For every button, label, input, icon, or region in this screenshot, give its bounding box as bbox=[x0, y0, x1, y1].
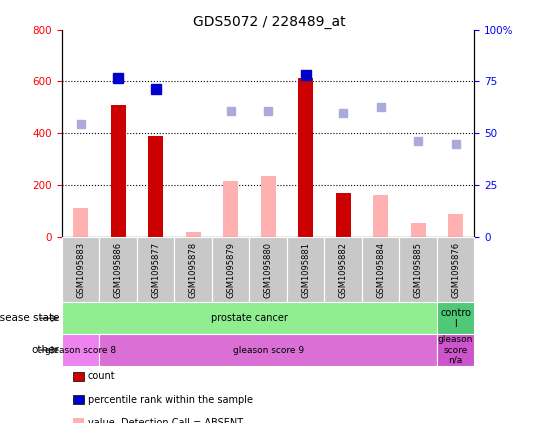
Bar bbox=[62, 334, 100, 366]
Bar bbox=[336, 193, 351, 237]
Text: GSM1095880: GSM1095880 bbox=[264, 242, 273, 298]
Text: percentile rank within the sample: percentile rank within the sample bbox=[88, 395, 253, 405]
Text: other: other bbox=[31, 345, 59, 355]
Bar bbox=[362, 237, 399, 302]
Bar bbox=[261, 176, 275, 237]
Bar bbox=[437, 334, 474, 366]
Text: GSM1095877: GSM1095877 bbox=[151, 242, 160, 298]
Text: gleason score 8: gleason score 8 bbox=[45, 346, 116, 354]
Bar bbox=[100, 237, 137, 302]
Text: GSM1095878: GSM1095878 bbox=[189, 242, 198, 298]
Text: GSM1095882: GSM1095882 bbox=[338, 242, 348, 298]
Text: count: count bbox=[88, 371, 115, 382]
Bar bbox=[448, 214, 463, 237]
Bar bbox=[399, 237, 437, 302]
Bar bbox=[287, 237, 324, 302]
Text: GSM1095879: GSM1095879 bbox=[226, 242, 235, 298]
Text: gleason
score
n/a: gleason score n/a bbox=[438, 335, 473, 365]
Text: GSM1095886: GSM1095886 bbox=[114, 242, 123, 298]
Bar bbox=[324, 237, 362, 302]
Text: GSM1095885: GSM1095885 bbox=[413, 242, 423, 298]
Text: GSM1095881: GSM1095881 bbox=[301, 242, 310, 298]
Bar bbox=[298, 77, 313, 237]
Bar bbox=[437, 302, 474, 334]
Bar bbox=[73, 209, 88, 237]
Text: GSM1095876: GSM1095876 bbox=[451, 242, 460, 298]
Text: value, Detection Call = ABSENT: value, Detection Call = ABSENT bbox=[88, 418, 243, 423]
Bar bbox=[62, 237, 100, 302]
Bar bbox=[212, 237, 250, 302]
Bar bbox=[100, 334, 437, 366]
Bar bbox=[437, 237, 474, 302]
Text: disease state: disease state bbox=[0, 313, 59, 323]
Text: contro
l: contro l bbox=[440, 308, 471, 329]
Text: GSM1095884: GSM1095884 bbox=[376, 242, 385, 298]
Bar bbox=[110, 105, 126, 237]
Text: gleason score 9: gleason score 9 bbox=[233, 346, 303, 354]
Bar bbox=[373, 195, 388, 237]
Bar bbox=[148, 136, 163, 237]
Bar bbox=[411, 222, 426, 237]
Text: GDS5072 / 228489_at: GDS5072 / 228489_at bbox=[193, 15, 346, 29]
Bar bbox=[137, 237, 175, 302]
Text: GSM1095883: GSM1095883 bbox=[76, 242, 85, 298]
Bar bbox=[185, 232, 201, 237]
Bar bbox=[175, 237, 212, 302]
Bar bbox=[223, 181, 238, 237]
Text: prostate cancer: prostate cancer bbox=[211, 313, 288, 323]
Bar bbox=[250, 237, 287, 302]
